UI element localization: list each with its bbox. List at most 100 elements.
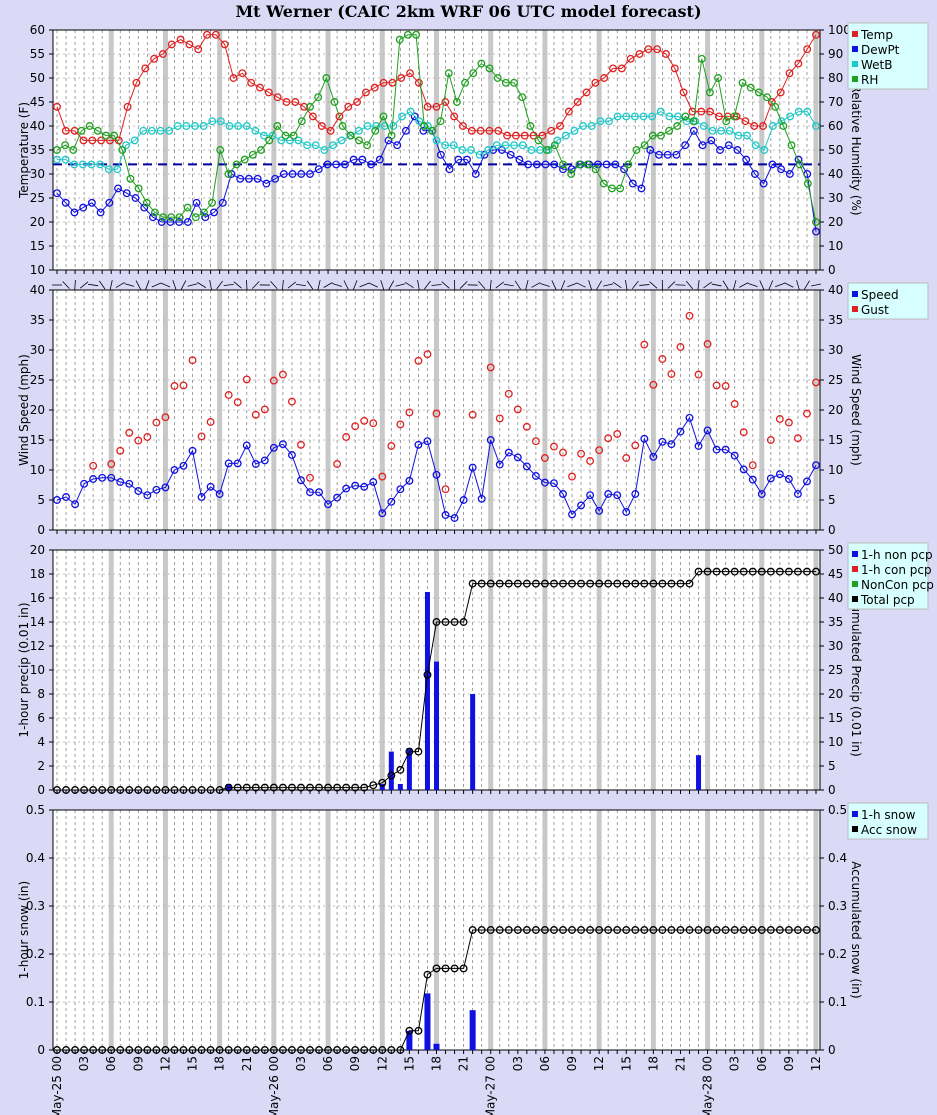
point-gust <box>504 389 513 398</box>
point-dewpt <box>149 213 157 222</box>
point-gust <box>306 473 314 482</box>
point-gust <box>152 418 161 427</box>
wind-arrow <box>180 280 187 290</box>
point-speed <box>170 466 179 474</box>
point-temp <box>794 59 803 68</box>
accum-point <box>278 783 287 792</box>
accum-point <box>324 1046 333 1054</box>
point-speed <box>649 452 658 461</box>
y-tick-label: 50 <box>30 71 45 85</box>
y-right-tick-label: 30 <box>828 191 843 205</box>
point-gust <box>531 437 540 446</box>
point-rh <box>232 160 241 169</box>
y-right-axis-label: Accumulated snow (in) <box>849 861 863 998</box>
point-rh <box>428 126 437 135</box>
point-rh <box>191 213 200 222</box>
point-gust <box>405 408 414 417</box>
accum-point <box>613 579 622 588</box>
point-wetb <box>311 141 320 150</box>
point-rh <box>53 146 61 154</box>
y-tick-label: 18 <box>30 567 45 581</box>
accum-point <box>170 786 179 794</box>
point-rh <box>444 69 453 78</box>
point-gust <box>441 485 450 494</box>
point-dewpt <box>393 141 402 150</box>
accum-point <box>324 783 333 792</box>
point-speed <box>387 497 396 506</box>
legend-swatch <box>852 306 858 312</box>
point-gust <box>179 381 188 390</box>
point-temp <box>591 78 600 87</box>
wind-arrow <box>233 281 242 289</box>
point-speed <box>676 427 685 436</box>
point-gust <box>206 418 215 426</box>
wind-arrow <box>160 282 171 288</box>
accum-point <box>351 783 360 792</box>
point-dewpt <box>681 141 690 150</box>
point-temp <box>106 136 114 145</box>
point-rh <box>493 74 502 82</box>
y-tick-label: 10 <box>30 463 45 477</box>
accum-point <box>333 1046 342 1054</box>
point-temp <box>273 93 282 102</box>
point-speed <box>351 481 360 490</box>
point-temp <box>759 122 767 130</box>
accum-point <box>540 579 549 588</box>
point-rh <box>714 74 723 82</box>
point-rh <box>681 112 690 121</box>
accum-point <box>803 567 811 576</box>
wind-arrow <box>79 281 89 289</box>
point-gust <box>134 436 143 445</box>
point-temp <box>600 74 609 82</box>
accum-point <box>71 1046 80 1054</box>
point-speed <box>586 491 595 500</box>
y-tick-label: 0.2 <box>26 947 45 961</box>
accum-point <box>631 579 640 588</box>
accum-point <box>450 618 459 626</box>
accum-point <box>134 1046 143 1054</box>
accum-point <box>369 781 378 790</box>
point-temp <box>812 30 820 39</box>
point-speed <box>369 478 378 486</box>
point-speed <box>414 440 423 449</box>
point-speed <box>748 475 757 484</box>
point-temp <box>238 69 247 78</box>
accum-point <box>522 579 531 588</box>
point-wetb <box>579 122 588 130</box>
point-gust <box>522 422 531 431</box>
point-wetb <box>648 112 657 121</box>
point-rh <box>61 141 70 150</box>
point-rh <box>93 126 102 135</box>
y-right-tick-label: 0.4 <box>828 851 847 865</box>
wind-arrow <box>768 280 774 290</box>
point-rh <box>126 174 135 183</box>
point-gust <box>676 343 685 351</box>
accum-point <box>170 1046 179 1054</box>
y-tick-label: 14 <box>30 615 45 629</box>
point-rh <box>722 117 731 126</box>
point-gust <box>631 441 640 450</box>
point-dewpt <box>628 179 637 188</box>
accum-point <box>568 579 576 588</box>
point-temp <box>441 98 450 106</box>
point-wetb <box>449 141 458 150</box>
y-tick-label: 4 <box>37 735 45 749</box>
point-temp <box>503 131 512 140</box>
point-wetb <box>234 122 243 130</box>
point-gust <box>685 311 694 320</box>
wind-arrow <box>711 283 722 287</box>
wind-arrow <box>775 282 785 288</box>
y-tick-label: 60 <box>30 23 45 37</box>
wind-arrow <box>388 280 395 290</box>
accum-point <box>360 783 369 792</box>
point-wetb <box>803 107 812 116</box>
point-speed <box>107 473 116 482</box>
point-speed <box>98 473 107 482</box>
accum-point <box>812 567 820 576</box>
point-temp <box>79 136 88 145</box>
point-gust <box>260 405 269 414</box>
point-temp <box>167 40 176 49</box>
panel-3: 0 2 4 6 8 10 12 14 16 18 20 0 5 10 15 20 25 30 35 40 45 50 1-h… <box>17 542 934 797</box>
point-wetb <box>182 122 191 130</box>
point-wetb <box>786 112 795 121</box>
